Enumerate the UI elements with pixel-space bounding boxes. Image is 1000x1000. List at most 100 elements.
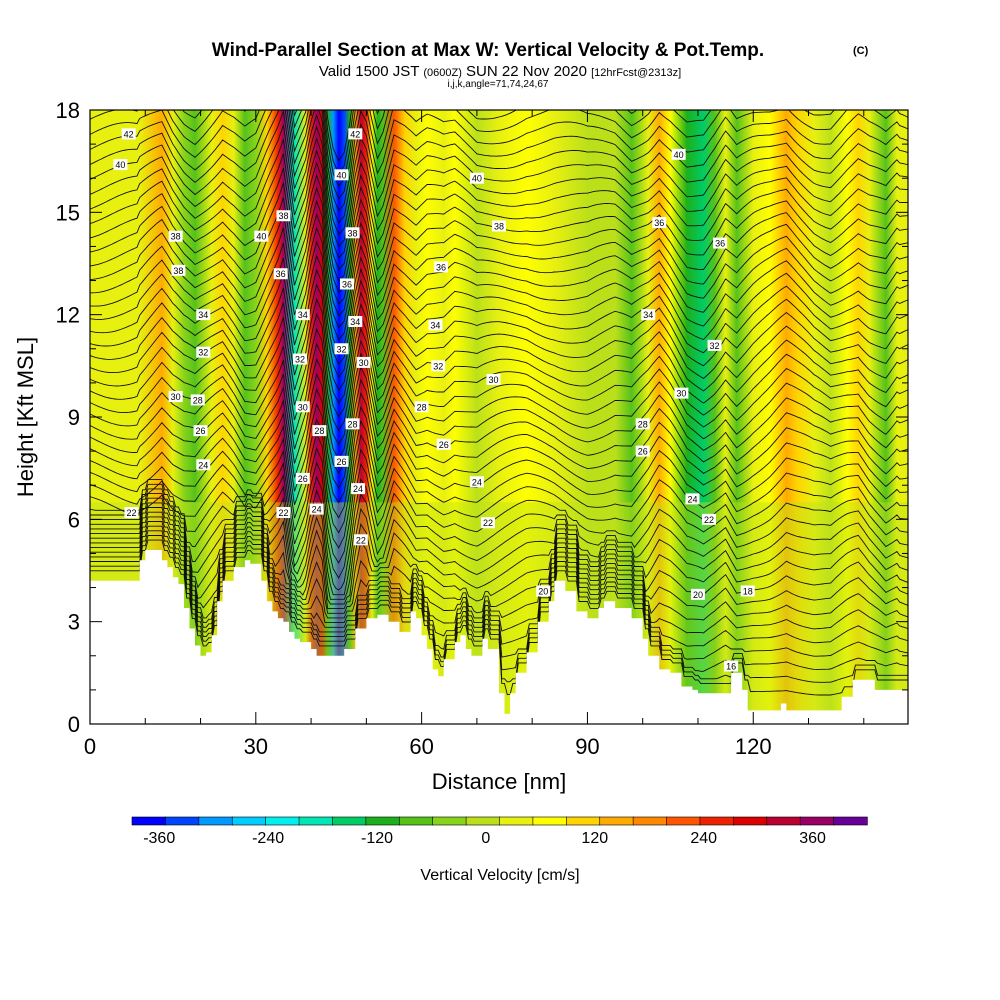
svg-text:36: 36 bbox=[715, 239, 725, 249]
theta-label: 18 bbox=[740, 585, 755, 597]
theta-label: 22 bbox=[276, 507, 291, 519]
theta-label: 28 bbox=[312, 425, 327, 437]
y-tick-label: 18 bbox=[56, 98, 80, 123]
svg-text:32: 32 bbox=[336, 344, 346, 354]
colorbar-tick-label: -240 bbox=[252, 830, 284, 847]
colorbar-swatch bbox=[699, 816, 735, 826]
svg-text:28: 28 bbox=[348, 419, 358, 429]
theta-isentrope bbox=[90, 124, 908, 248]
theta-isentrope bbox=[90, 463, 908, 579]
svg-text:36: 36 bbox=[276, 269, 286, 279]
theta-label: 36 bbox=[340, 278, 355, 290]
colorbar-swatch bbox=[332, 816, 367, 826]
y-tick-label: 3 bbox=[68, 610, 80, 635]
svg-text:36: 36 bbox=[436, 262, 446, 272]
theta-isentrope bbox=[90, 186, 908, 305]
theta-isentrope bbox=[90, 312, 908, 418]
colorbar-swatch bbox=[566, 816, 601, 826]
x-tick-label: 0 bbox=[84, 734, 96, 759]
valid-time-local: Valid 1500 JST bbox=[319, 63, 419, 80]
plot-area: 42 40 38 38 34 32 30 28 26 24 22 40 38 36 34 32 30 28 26 22… bbox=[89, 109, 909, 725]
svg-text:30: 30 bbox=[171, 392, 181, 402]
y-tick-label: 0 bbox=[68, 712, 80, 737]
colorbar-swatch bbox=[799, 816, 835, 826]
theta-label: 26 bbox=[193, 425, 208, 437]
theta-label: 38 bbox=[345, 227, 360, 239]
colorbar-swatch bbox=[265, 816, 300, 826]
svg-text:28: 28 bbox=[193, 395, 203, 405]
colorbar-tick-label: 360 bbox=[799, 830, 826, 847]
colorbar-swatch bbox=[766, 816, 801, 826]
theta-label: 36 bbox=[713, 237, 728, 249]
theta-label: 40 bbox=[469, 172, 484, 184]
svg-text:38: 38 bbox=[348, 228, 358, 238]
theta-isentrope bbox=[90, 111, 908, 236]
theta-label: 32 bbox=[707, 339, 722, 351]
grid-index-line: i,j,k,angle=71,74,24,67 bbox=[448, 79, 549, 90]
theta-label: 30 bbox=[674, 387, 689, 399]
svg-text:24: 24 bbox=[472, 477, 482, 487]
theta-label: 22 bbox=[353, 534, 368, 546]
theta-isentrope bbox=[90, 339, 908, 446]
theta-isentrope bbox=[90, 525, 908, 660]
svg-text:32: 32 bbox=[198, 348, 208, 358]
svg-text:42: 42 bbox=[124, 129, 134, 139]
svg-text:34: 34 bbox=[198, 310, 208, 320]
svg-text:30: 30 bbox=[359, 358, 369, 368]
theta-label: 34 bbox=[295, 309, 310, 321]
theta-isentrope bbox=[90, 493, 908, 600]
y-axis-label: Height [Kft MSL] bbox=[13, 337, 38, 497]
colorbar-swatch bbox=[131, 816, 167, 826]
theta-label: 40 bbox=[671, 148, 686, 160]
x-tick-label: 90 bbox=[575, 734, 599, 759]
copyright-mark: (C) bbox=[853, 45, 869, 57]
colorbar-swatch bbox=[532, 816, 568, 826]
y-tick-label: 15 bbox=[56, 200, 80, 225]
svg-text:20: 20 bbox=[538, 586, 548, 596]
svg-text:32: 32 bbox=[710, 341, 720, 351]
svg-text:38: 38 bbox=[173, 266, 183, 276]
svg-text:20: 20 bbox=[693, 590, 703, 600]
theta-label: 42 bbox=[121, 128, 136, 140]
svg-text:26: 26 bbox=[298, 474, 308, 484]
theta-isentrope bbox=[90, 405, 908, 519]
svg-text:42: 42 bbox=[350, 129, 360, 139]
svg-text:22: 22 bbox=[278, 508, 288, 518]
colorbar-swatch bbox=[666, 816, 701, 826]
theta-label: 20 bbox=[690, 588, 705, 600]
theta-isentrope bbox=[90, 268, 908, 378]
theta-isentrope bbox=[90, 477, 908, 591]
theta-label: 26 bbox=[635, 445, 650, 457]
theta-label: 28 bbox=[345, 418, 360, 430]
colorbar-tick-label: -360 bbox=[143, 830, 175, 847]
x-axis: 0 30 60 90 120 bbox=[84, 110, 865, 759]
theta-label: 38 bbox=[492, 220, 506, 232]
colorbar-tick-label: 240 bbox=[690, 830, 717, 847]
colorbar-swatch bbox=[165, 816, 200, 826]
colorbar: -360 -240 -120 0 120 240 360 bbox=[131, 816, 868, 847]
theta-isentrope bbox=[90, 283, 908, 391]
theta-label: 30 bbox=[486, 373, 501, 385]
theta-contour-layer bbox=[90, 110, 908, 696]
theta-label: 26 bbox=[295, 472, 310, 484]
svg-text:16: 16 bbox=[726, 662, 736, 672]
svg-text:28: 28 bbox=[314, 426, 324, 436]
svg-text:28: 28 bbox=[638, 419, 648, 429]
theta-label: 34 bbox=[348, 315, 363, 327]
theta-label: 26 bbox=[436, 438, 451, 450]
svg-text:26: 26 bbox=[439, 440, 449, 450]
svg-text:22: 22 bbox=[483, 518, 493, 528]
theta-isentrope bbox=[90, 110, 908, 212]
valid-time-line: Valid 1500 JST (0600Z) SUN 22 Nov 2020 [… bbox=[319, 63, 681, 80]
theta-label: 40 bbox=[254, 230, 269, 242]
svg-text:26: 26 bbox=[638, 447, 648, 457]
theta-label: 24 bbox=[351, 483, 366, 495]
colorbar-swatch bbox=[231, 816, 267, 826]
svg-text:22: 22 bbox=[704, 515, 714, 525]
theta-label: 28 bbox=[635, 418, 650, 430]
theta-isentrope bbox=[172, 110, 835, 175]
svg-text:26: 26 bbox=[336, 457, 346, 467]
theta-isentrope bbox=[90, 521, 908, 647]
theta-label: 24 bbox=[309, 503, 324, 515]
theta-isentrope bbox=[90, 497, 908, 605]
